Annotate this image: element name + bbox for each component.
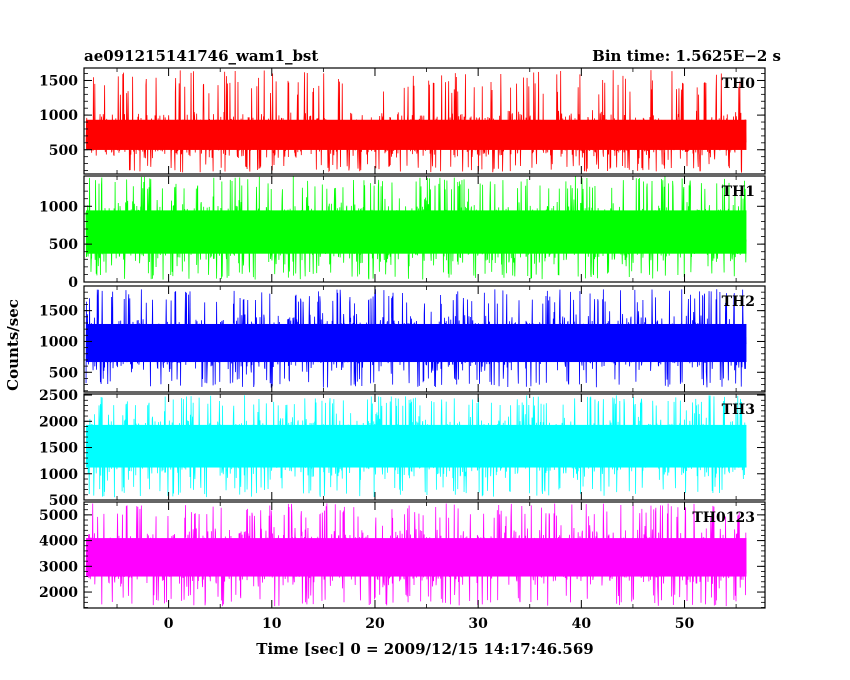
- y-tick-label: 1500: [39, 304, 78, 320]
- y-tick-label: 1500: [39, 73, 78, 89]
- series-line-th1: [85, 176, 747, 280]
- x-tick-label: 30: [468, 616, 488, 632]
- panel-frame: [83, 501, 766, 609]
- panel-frame: [83, 393, 766, 501]
- y-tick-label: 1000: [39, 108, 78, 124]
- panel-th0: 500 1000 1500 TH0: [39, 67, 766, 175]
- y-tick-label: 1500: [39, 441, 78, 457]
- panel-th2: 500 1000 1500 TH2: [39, 285, 766, 393]
- series-line-th2: [85, 289, 747, 388]
- chart-title-right: Bin time: 1.5625E−2 s: [592, 47, 781, 65]
- series-line-th3: [85, 395, 747, 498]
- x-axis: 0 10 20 30 40 50: [164, 616, 695, 632]
- x-tick-label: 10: [262, 616, 282, 632]
- panel-frame: [83, 285, 766, 393]
- y-tick-label: 3000: [39, 559, 78, 575]
- y-axis-label: Counts/sec: [4, 299, 22, 391]
- panel-label-th2: TH2: [722, 294, 755, 310]
- panel-th3: 500 1000 1500 2000 2500 TH3: [39, 388, 766, 509]
- chart-title-left: ae091215141746_wam1_bst: [84, 47, 318, 65]
- series-line-th0: [85, 70, 747, 173]
- x-axis-label: Time [sec] 0 = 2009/12/15 14:17:46.569: [256, 640, 593, 658]
- y-tick-label: 2000: [39, 414, 78, 430]
- panel-frame: [83, 67, 766, 175]
- y-tick-label: 1000: [39, 467, 78, 483]
- y-tick-label: 5000: [39, 508, 78, 524]
- panel-label-th0: TH0: [722, 76, 756, 92]
- x-tick-label: 20: [365, 616, 385, 632]
- y-tick-label: 500: [49, 237, 78, 253]
- y-tick-label: 4000: [39, 534, 78, 550]
- panel-label-th0123: TH0123: [692, 510, 755, 526]
- panel-label-th3: TH3: [722, 402, 755, 418]
- x-tick-label: 50: [675, 616, 695, 632]
- panel-th0123: 2000 3000 4000 5000 TH0123: [39, 501, 766, 609]
- y-tick-label: 2000: [39, 585, 78, 601]
- panel-label-th1: TH1: [722, 184, 755, 200]
- series-line-th0123: [85, 503, 747, 607]
- panel-th1: 0 500 1000 TH1: [39, 175, 766, 291]
- y-tick-label: 500: [49, 365, 78, 381]
- y-tick-label: 1000: [39, 334, 78, 350]
- y-tick-label: 2500: [39, 388, 78, 404]
- y-tick-label: 1000: [39, 199, 78, 215]
- x-tick-label: 40: [572, 616, 592, 632]
- x-tick-label: 0: [164, 616, 174, 632]
- y-tick-label: 0: [68, 275, 78, 291]
- y-tick-label: 500: [49, 143, 78, 159]
- y-tick-label: 500: [49, 493, 78, 509]
